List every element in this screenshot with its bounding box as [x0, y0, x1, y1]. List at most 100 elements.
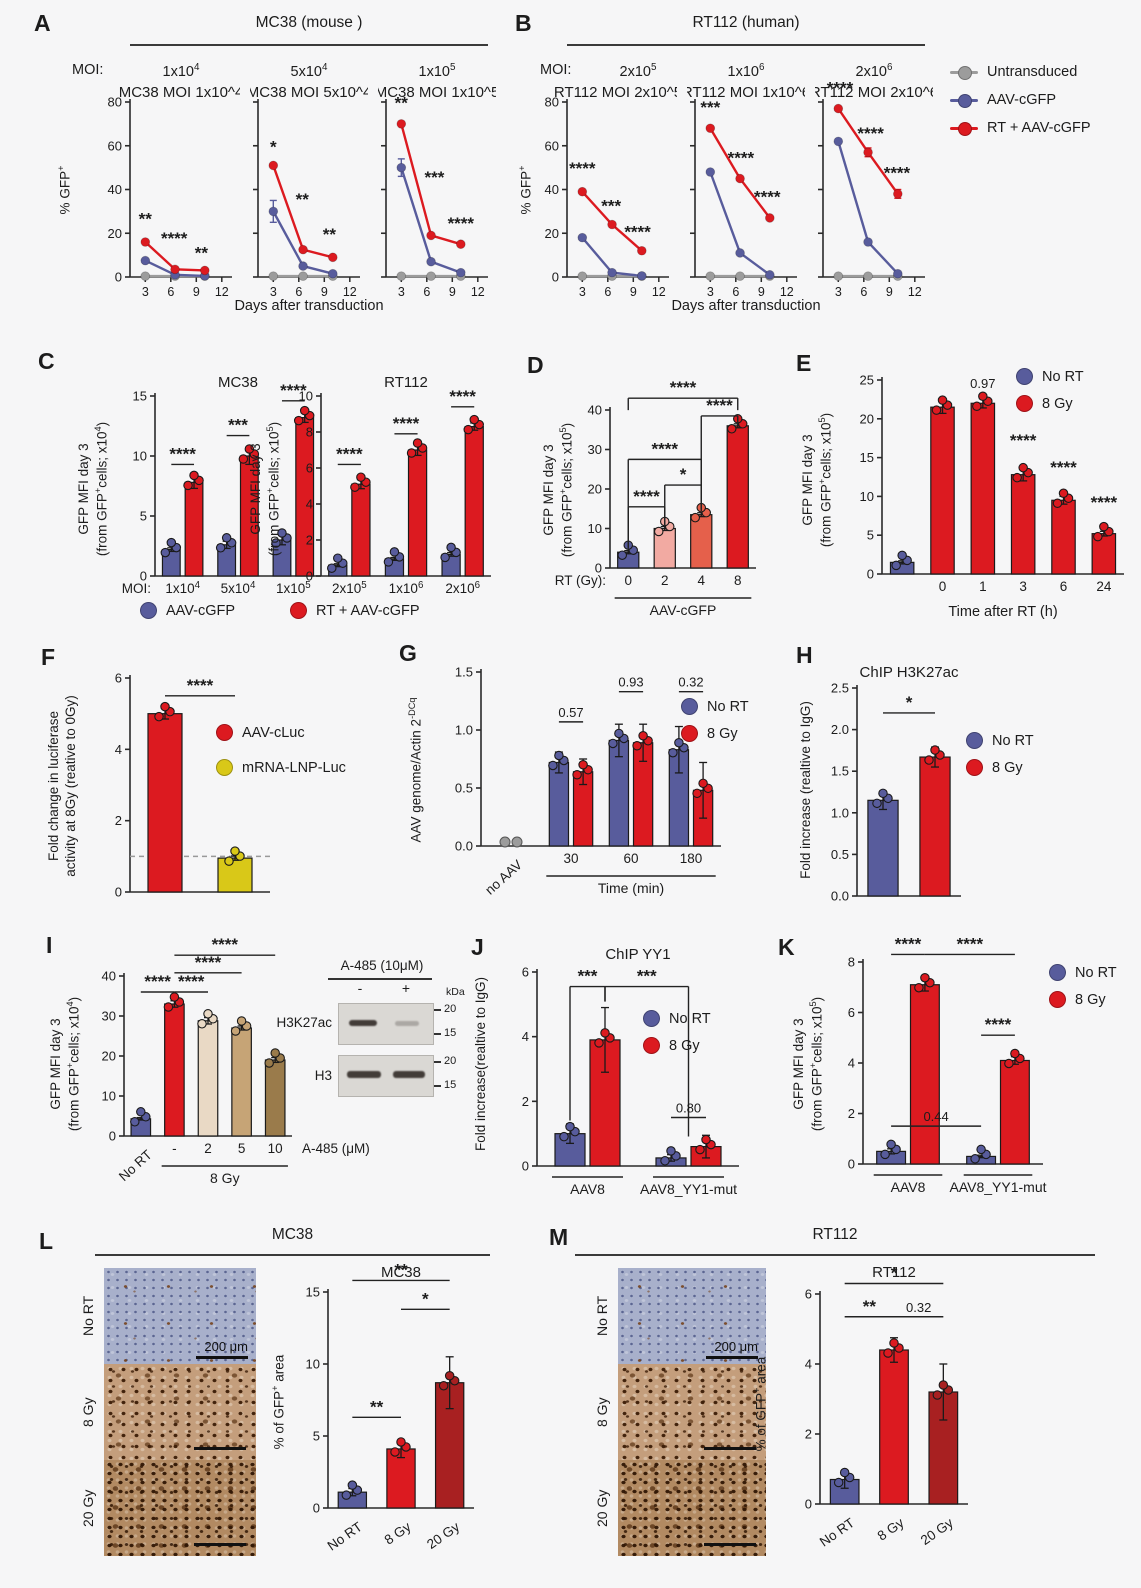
svg-text:****: ****	[895, 938, 922, 953]
svg-text:60: 60	[545, 138, 559, 153]
panel-letter-a: A	[34, 10, 51, 36]
moi-label: MOI:	[540, 62, 572, 78]
rt-aav-cgfp-marker	[950, 121, 978, 136]
svg-text:****: ****	[728, 148, 755, 167]
ihc-images-mc38: No RT 200 μm 8 Gy 20 Gy	[80, 1268, 256, 1556]
svg-text:0: 0	[624, 573, 632, 588]
chart-bar-luciferase: 0 2 4 6 ****	[86, 656, 282, 908]
svg-text:MC38 MOI 5x10^4: MC38 MOI 5x10^4	[250, 84, 368, 101]
svg-text:3: 3	[398, 285, 405, 299]
svg-text:5: 5	[140, 509, 147, 524]
svg-text:RT112 MOI 2x10^5: RT112 MOI 2x10^5	[554, 84, 677, 101]
legend-item-rt-aav-cgfp: RT + AAV-cGFP	[950, 120, 1091, 136]
svg-text:*: *	[422, 1289, 429, 1308]
svg-text:8 Gy: 8 Gy	[875, 1515, 907, 1544]
scale-text: 200 μm	[204, 1339, 248, 1354]
svg-text:12: 12	[471, 285, 485, 299]
moi-value: 1x105	[418, 62, 456, 80]
chart-line-rt112-moi1: 0 20 40 60 80 RT112 MOI 2x10^5 3 6 9 12 **** *** ***…	[527, 82, 683, 317]
svg-text:10: 10	[268, 1141, 283, 1156]
svg-text:3: 3	[579, 285, 586, 299]
ihc-row-label: 20 Gy	[594, 1489, 610, 1527]
legend-item-8gy: 8 Gy	[1049, 991, 1117, 1008]
panel-letter-k: K	[778, 934, 795, 960]
marker-tick	[434, 1061, 441, 1063]
svg-text:30: 30	[563, 851, 578, 866]
marker-15: 15	[444, 1079, 457, 1091]
svg-text:AAV-cGFP: AAV-cGFP	[650, 602, 717, 618]
chart-bar-mfi-rt112: 0 2 4 6 8 10 RT112 2x105 1x106 2x106 **** **** ****	[283, 372, 503, 610]
legend-label: No RT	[1042, 368, 1084, 385]
legend-h: No RT 8 Gy	[966, 732, 1034, 776]
svg-text:****: ****	[169, 444, 196, 463]
panel-h: H Fold increase (realtive to IgG) 0.0 0.5…	[770, 636, 1141, 918]
blot-band-weak	[395, 1021, 419, 1026]
svg-text:9: 9	[758, 285, 765, 299]
svg-text:9: 9	[630, 285, 637, 299]
svg-text:0.57: 0.57	[558, 705, 583, 720]
svg-text:4: 4	[306, 497, 313, 512]
svg-text:15: 15	[133, 389, 147, 404]
untransduced-marker	[950, 65, 978, 80]
panel-letter-f: F	[41, 644, 56, 670]
svg-text:8: 8	[848, 955, 855, 970]
panel-m: M RT112 No RT 200 μm 8 Gy 20 Gy % of GFP…	[530, 1212, 1141, 1584]
svg-text:5: 5	[238, 1141, 246, 1156]
svg-text:9: 9	[321, 285, 328, 299]
y-axis-label: AAV genome/Actin 2-DCq	[407, 697, 424, 843]
svg-text:6: 6	[1060, 579, 1068, 594]
marker-tick	[434, 1085, 441, 1087]
legend-label: No RT	[669, 1010, 711, 1027]
legend-label: 8 Gy	[1042, 395, 1073, 412]
svg-text:10: 10	[588, 521, 602, 536]
svg-text:***: ***	[700, 98, 720, 117]
svg-text:20: 20	[860, 411, 874, 426]
8gy-dot	[643, 1037, 660, 1054]
svg-text:1x106: 1x106	[389, 580, 424, 596]
legend-label: AAV-cGFP	[166, 602, 236, 619]
scale-bar: 200 μm	[706, 1339, 758, 1359]
svg-text:****: ****	[857, 124, 884, 143]
svg-text:RT (Gy):: RT (Gy):	[555, 573, 606, 588]
svg-text:12: 12	[908, 285, 922, 299]
blot-image-h3k27ac	[338, 1003, 434, 1045]
chart-line-rt112-moi2: RT112 MOI 1x10^6 3 6 9 12 *** **** ****	[682, 82, 810, 317]
moi-value: 2x106	[855, 62, 893, 80]
svg-text:****: ****	[280, 381, 307, 400]
svg-text:8: 8	[734, 573, 742, 588]
svg-text:6: 6	[848, 1005, 855, 1020]
svg-text:ChIP YY1: ChIP YY1	[605, 946, 670, 963]
svg-text:2: 2	[661, 573, 669, 588]
svg-text:3: 3	[707, 285, 714, 299]
y-axis-label: GFP MFI day 3 (from GFP+cells; x105)	[248, 421, 282, 557]
svg-text:10: 10	[102, 1089, 116, 1104]
svg-text:0: 0	[805, 1497, 812, 1512]
svg-text:***: ***	[578, 967, 598, 986]
svg-text:****: ****	[187, 676, 214, 695]
legend-k: No RT 8 Gy	[1049, 964, 1117, 1008]
svg-text:RT112 MOI 1x10^6: RT112 MOI 1x10^6	[687, 84, 805, 101]
moi-value: 2x105	[619, 62, 657, 80]
svg-text:6: 6	[306, 461, 313, 476]
svg-text:25: 25	[860, 373, 874, 388]
aav-cgfp-marker	[950, 93, 978, 108]
panel-g: G AAV genome/Actin 2-DCq 0.0 0.5 1.0 1.5 no …	[375, 636, 785, 918]
panel-c: C GFP MFI day 3 (from GFP+cells; x104) 0 5…	[20, 344, 525, 636]
legend-label: mRNA-LNP-Luc	[242, 759, 346, 776]
rt-aav-cgfp-dot	[290, 602, 308, 619]
scale-bar-line	[706, 1356, 758, 1359]
svg-text:3: 3	[142, 285, 149, 299]
panel-b-title: RT112 (human)	[692, 14, 800, 31]
svg-text:0.32: 0.32	[906, 1300, 931, 1315]
chart-line-mc38-moi1: 0 20 40 60 80 MC38 MOI 1x10^4 3 6 9 12 ** **** **	[90, 82, 244, 317]
ihc-image-8gy	[104, 1364, 256, 1460]
svg-text:10: 10	[299, 389, 313, 404]
legend-item-no-rt: No RT	[1049, 964, 1117, 981]
svg-text:****: ****	[161, 229, 188, 248]
svg-text:****: ****	[985, 1015, 1012, 1034]
svg-text:0: 0	[867, 567, 874, 582]
svg-text:0.32: 0.32	[678, 675, 703, 690]
svg-text:2: 2	[204, 1141, 212, 1156]
svg-text:**: **	[296, 190, 310, 209]
no-rt-dot	[966, 732, 983, 749]
